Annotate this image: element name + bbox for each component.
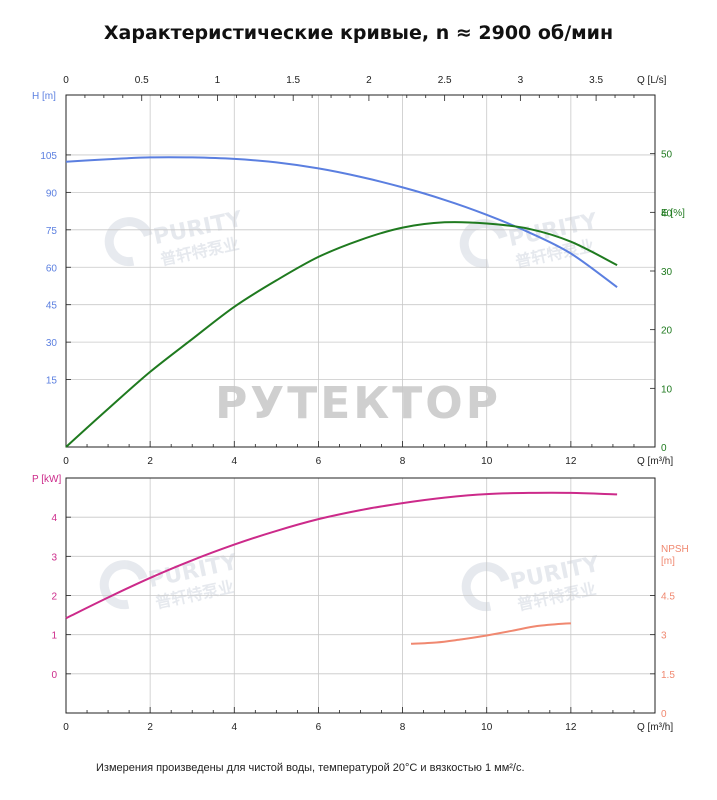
- y-left-axis-label: H [m]: [32, 91, 56, 102]
- chart-title: Характеристические кривые, n ≈ 2900 об/м…: [103, 22, 614, 44]
- x-tick-label: 0: [63, 722, 69, 733]
- x-tick-label: 6: [316, 722, 322, 733]
- y-left-tick-label: 45: [46, 301, 58, 312]
- npsh-curve: [410, 622, 571, 645]
- y-right-axis-label: E [%]: [661, 208, 685, 219]
- y-left-tick-label: 75: [46, 226, 58, 237]
- y-left-tick-label: 2: [51, 592, 57, 603]
- y-left-tick-label: 0: [51, 670, 57, 681]
- y-left-tick-label: 30: [46, 338, 58, 349]
- x-tick-label: 4: [232, 722, 238, 733]
- y-right-axis-label: [m]: [661, 556, 675, 567]
- y-right-tick-label: 50: [661, 150, 673, 161]
- x2-tick-label: 2.5: [438, 75, 452, 86]
- x-tick-label: 8: [400, 722, 406, 733]
- x2-tick-label: 1.5: [286, 75, 300, 86]
- y-left-tick-label: 90: [46, 188, 58, 199]
- x-tick-label: 2: [147, 722, 153, 733]
- x-tick-label: 10: [481, 722, 493, 733]
- logo-swoosh-icon: [461, 562, 510, 612]
- logo-swoosh-icon: [104, 217, 153, 267]
- y-right-axis-label: NPSH: [661, 544, 689, 555]
- x2-tick-label: 3: [518, 75, 524, 86]
- y-left-tick-label: 60: [46, 263, 58, 274]
- x-tick-label: 4: [232, 456, 238, 467]
- x-tick-label: 12: [565, 722, 577, 733]
- rutektor-watermark: РУТЕКТОР: [215, 378, 501, 429]
- x-axis-label: Q [m³/h]: [637, 456, 673, 467]
- y-right-tick-label: 40: [661, 208, 673, 219]
- y-left-tick-label: 3: [51, 552, 57, 563]
- x2-tick-label: 0: [63, 75, 69, 86]
- y-left-tick-label: 1: [51, 631, 57, 642]
- y-left-tick-label: 4: [51, 513, 57, 524]
- x-axis-label: Q [m³/h]: [637, 722, 673, 733]
- y-left-tick-label: 105: [40, 151, 57, 162]
- y-right-tick-label: 4.5: [661, 592, 675, 603]
- y-right-tick-label: 1.5: [661, 670, 675, 681]
- logo-swoosh-icon: [99, 560, 148, 610]
- power-curve: [65, 491, 618, 620]
- x2-axis-label: Q [L/s]: [637, 75, 667, 86]
- efficiency-curve: [65, 221, 618, 448]
- footnote: Измерения произведены для чистой воды, т…: [96, 762, 525, 774]
- x2-tick-label: 1: [215, 75, 221, 86]
- y-right-tick-label: 3: [661, 631, 667, 642]
- x-tick-label: 6: [316, 456, 322, 467]
- x2-tick-label: 3.5: [589, 75, 603, 86]
- y-right-tick-label: 10: [661, 384, 673, 395]
- x-tick-label: 8: [400, 456, 406, 467]
- logo-swoosh-icon: [459, 219, 508, 269]
- x2-tick-label: 2: [366, 75, 372, 86]
- x-tick-label: 12: [565, 456, 577, 467]
- y-right-tick-label: 20: [661, 326, 673, 337]
- y-right-tick-label: 0: [661, 709, 667, 720]
- head-curve: [65, 156, 618, 289]
- y-right-tick-label: 30: [661, 267, 673, 278]
- x-tick-label: 0: [63, 456, 69, 467]
- x2-tick-label: 0.5: [135, 75, 149, 86]
- y-left-axis-label: P [kW]: [32, 474, 61, 485]
- y-left-tick-label: 15: [46, 376, 58, 387]
- y-right-tick-label: 0: [661, 443, 667, 454]
- x-tick-label: 10: [481, 456, 493, 467]
- x-tick-label: 2: [147, 456, 153, 467]
